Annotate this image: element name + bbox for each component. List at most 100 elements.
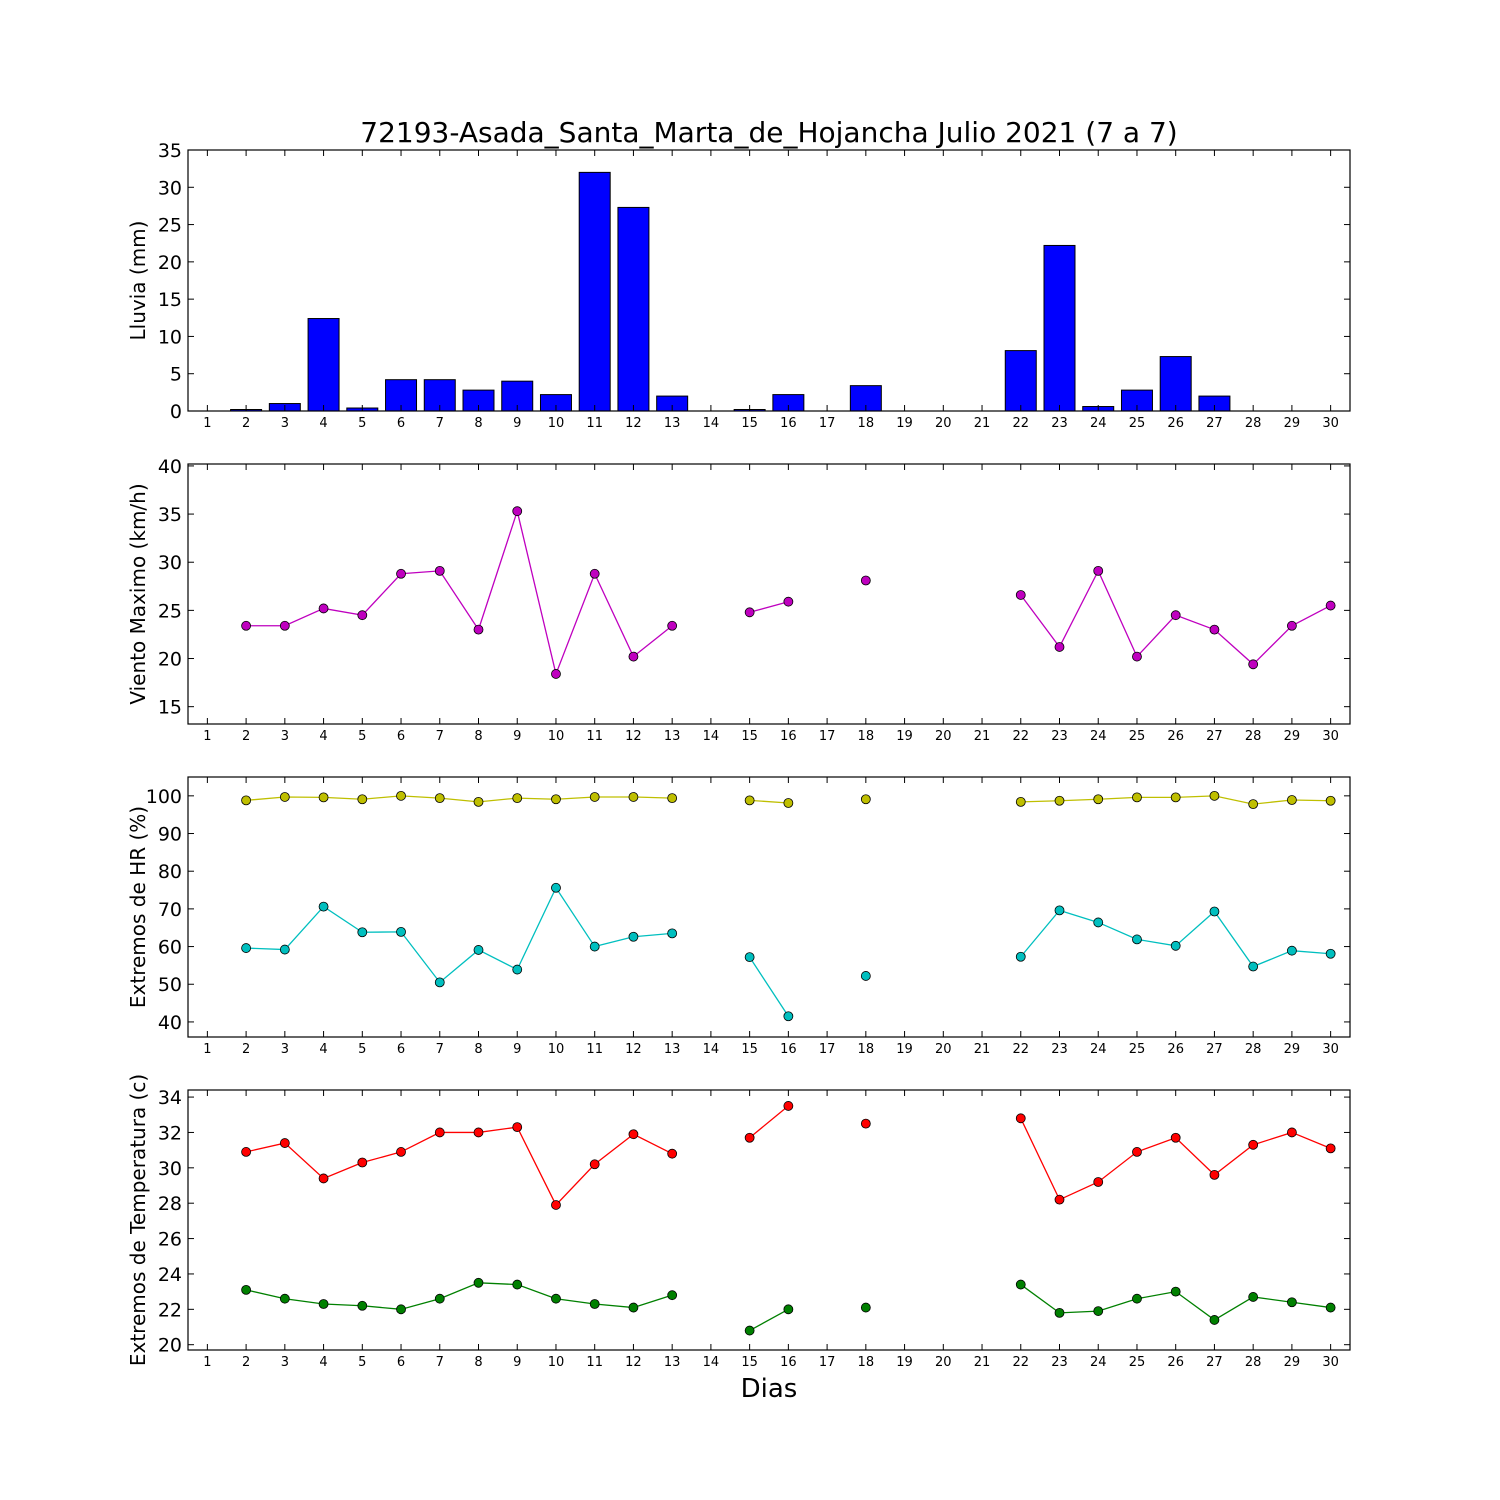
humidity-series-1-point-day-25 (1132, 934, 1142, 945)
temperature-ytick-label: 20 (158, 1335, 182, 1357)
humidity-ytick-label: 80 (158, 861, 182, 883)
temperature-xtick-label: 15 (741, 1355, 758, 1370)
temperature-series-1-point-day-8 (473, 1277, 484, 1288)
humidity-series-0-line (246, 795, 673, 803)
rain-xtick-label: 23 (1051, 416, 1068, 431)
wind-axes-frame (187, 463, 1351, 725)
temperature-ytick-label: 22 (158, 1299, 182, 1321)
humidity-series-1-point-day-29 (1287, 945, 1297, 956)
temperature-series-1-point-day-27 (1209, 1315, 1220, 1325)
rain-xtick-label: 11 (586, 416, 603, 431)
humidity-ytick-label: 100 (146, 786, 182, 808)
wind-series-0-point-day-24 (1093, 565, 1104, 576)
humidity-series-0-point-day-4 (318, 792, 329, 803)
temperature-xtick-label: 3 (281, 1355, 289, 1370)
temperature-series-1-point-day-5 (357, 1300, 368, 1311)
humidity-series-1-point-day-24 (1093, 917, 1104, 928)
temperature-xtick-label: 5 (358, 1355, 366, 1370)
temperature-series-1-point-day-30 (1325, 1302, 1336, 1313)
temperature-xtick-label: 25 (1129, 1355, 1146, 1370)
humidity-xtick-label: 26 (1167, 1042, 1184, 1057)
rain-xtick-label: 2 (242, 416, 250, 431)
wind-xtick-label: 13 (664, 729, 681, 744)
temperature-series-0-point-day-7 (434, 1127, 445, 1138)
temperature-series-1-point-day-16 (783, 1304, 794, 1315)
rain-xtick-label: 8 (474, 416, 482, 431)
humidity-xtick-label: 14 (703, 1042, 720, 1057)
temperature-xtick-label: 12 (625, 1355, 642, 1370)
temperature-series-0-point-day-11 (589, 1159, 600, 1170)
temperature-series-0-point-day-12 (628, 1129, 639, 1140)
humidity-series-0-line (749, 799, 789, 804)
wind-xtick-label: 29 (1284, 729, 1301, 744)
humidity-xtick-label: 22 (1012, 1042, 1029, 1057)
wind-series-0-point-day-8 (473, 624, 484, 635)
humidity-series-0-point-day-29 (1287, 795, 1297, 805)
wind-xtick-label: 2 (242, 729, 250, 744)
rain-xtick-label: 30 (1322, 416, 1339, 431)
humidity-ytick-label: 70 (158, 899, 182, 921)
humidity-series-1-point-day-10 (551, 882, 561, 893)
rain-xtick-label: 27 (1206, 416, 1223, 431)
wind-series-0-point-day-6 (396, 568, 406, 579)
humidity-series-1-point-day-5 (357, 927, 368, 938)
temperature-ytick-label: 32 (158, 1122, 182, 1144)
wind-series-0-line (749, 601, 789, 613)
temperature-series-0-point-day-29 (1287, 1127, 1297, 1138)
temperature-xtick-label: 8 (474, 1355, 482, 1370)
x-axis-label: Dias (741, 1374, 798, 1404)
humidity-ytick-label: 50 (158, 974, 182, 996)
humidity-xtick-label: 27 (1206, 1042, 1223, 1057)
temperature-series-0-point-day-30 (1325, 1143, 1336, 1154)
wind-series-0-point-day-3 (279, 620, 290, 631)
bar-day-4 (307, 318, 340, 412)
temperature-xtick-label: 30 (1322, 1355, 1339, 1370)
temperature-series-0-point-day-13 (667, 1148, 678, 1159)
temperature-series-1-point-day-24 (1093, 1306, 1104, 1316)
humidity-xtick-label: 10 (548, 1042, 565, 1057)
wind-xtick-label: 24 (1090, 729, 1107, 744)
wind-xtick-label: 8 (474, 729, 482, 744)
temperature-xtick-label: 23 (1051, 1355, 1068, 1370)
humidity-xtick-label: 16 (780, 1042, 797, 1057)
wind-xtick-label: 22 (1012, 729, 1029, 744)
wind-series-0-point-day-7 (434, 565, 445, 576)
temperature-ytick-label: 24 (158, 1264, 182, 1286)
temperature-xtick-label: 10 (548, 1355, 565, 1370)
wind-ytick-label: 20 (158, 649, 182, 671)
temperature-series-0-point-day-16 (783, 1101, 794, 1111)
temperature-y-axis-label: Extremos de Temperatura (c) (126, 1074, 150, 1366)
wind-series-0-point-day-16 (783, 596, 794, 607)
temperature-series-0-line (1020, 1118, 1331, 1201)
temperature-panel: 1 2 3 4 5 6 7 8 9 10 11 12 13 14 15 16 17 18 19 20 21 22 23 24 2… (126, 1074, 1351, 1370)
wind-xtick-label: 5 (358, 729, 366, 744)
temperature-xtick-label: 19 (896, 1355, 913, 1370)
temperature-series-0-point-day-25 (1132, 1147, 1142, 1157)
humidity-xtick-label: 12 (625, 1042, 642, 1057)
wind-xtick-label: 11 (586, 729, 603, 744)
temperature-series-0-point-day-6 (396, 1147, 406, 1157)
temperature-series-1-point-day-25 (1132, 1293, 1142, 1304)
humidity-series-1-point-day-11 (589, 941, 600, 952)
temperature-series-1-point-day-28 (1248, 1292, 1259, 1302)
temperature-series-1-point-day-13 (667, 1290, 678, 1301)
wind-ytick-label: 25 (158, 600, 182, 622)
humidity-ytick-label: 90 (158, 824, 182, 846)
temperature-xtick-label: 27 (1206, 1355, 1223, 1370)
temperature-series-1-point-day-11 (589, 1299, 600, 1309)
temperature-xtick-label: 26 (1167, 1355, 1184, 1370)
bar-day-11 (578, 171, 611, 412)
rain-xtick-label: 7 (436, 416, 444, 431)
temperature-series-0-point-day-5 (357, 1157, 368, 1168)
wind-xtick-label: 6 (397, 729, 405, 744)
wind-xtick-label: 9 (513, 729, 521, 744)
humidity-series-1-point-day-16 (783, 1011, 794, 1022)
wind-xtick-label: 14 (703, 729, 720, 744)
rain-xtick-label: 18 (858, 416, 875, 431)
humidity-series-1-point-day-28 (1248, 961, 1259, 972)
rain-ytick-label: 15 (158, 289, 182, 311)
rain-xtick-label: 22 (1012, 416, 1029, 431)
humidity-series-0-point-day-28 (1248, 799, 1259, 810)
wind-series-0-point-day-28 (1248, 659, 1259, 670)
